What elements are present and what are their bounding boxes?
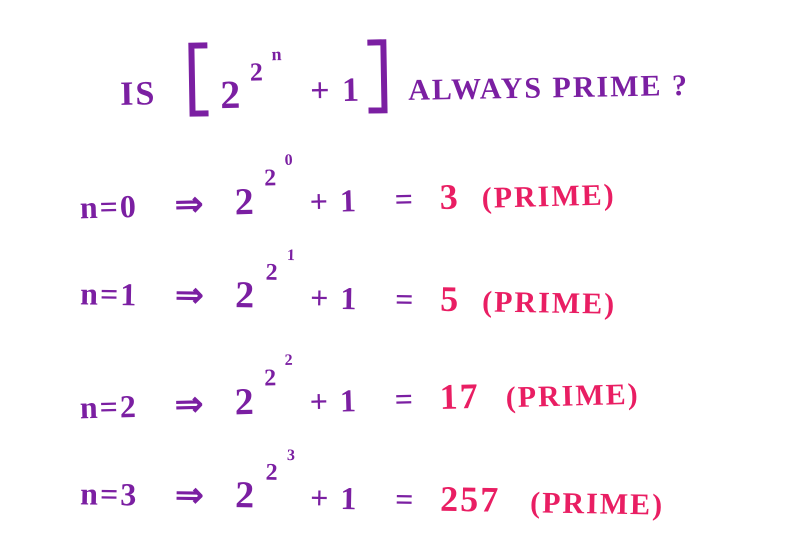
implies-arrow: ⇒ [174, 186, 205, 224]
power-expexp: 2 [284, 352, 294, 369]
title-is: IS [120, 75, 157, 113]
equals: = [394, 181, 415, 218]
power-expexp: 1 [287, 247, 297, 264]
title-exp: 2 [250, 57, 266, 86]
plus-one: + 1 [310, 279, 359, 316]
power-base: 2 [234, 381, 256, 424]
result-value: 17 [439, 376, 480, 417]
power-expexp: 3 [287, 447, 297, 464]
title-plus: + 1 [310, 72, 362, 110]
bracket-right [367, 42, 384, 110]
prime-tag: (PRIME) [482, 285, 617, 320]
title-row: IS 2 2 n + 1 ALWAYS PRIME ? [119, 37, 689, 119]
title-base: 2 [220, 72, 243, 117]
case-row: n=2⇒222+ 1=17(PRIME) [79, 343, 641, 428]
power-exp: 2 [265, 260, 279, 286]
prime-tag: (PRIME) [530, 486, 665, 521]
n-value: n=0 [79, 188, 138, 226]
rows-group: n=0⇒220+ 1=3(PRIME)n=1⇒221+ 1=5(PRIME)n=… [79, 143, 665, 523]
result-value: 3 [439, 176, 460, 217]
power-exp: 2 [265, 460, 279, 486]
result-value: 257 [440, 479, 501, 520]
power-expexp: 0 [284, 152, 294, 169]
title-expexp: n [271, 44, 283, 64]
title-tail: ALWAYS PRIME ? [408, 69, 689, 107]
equals: = [395, 481, 416, 517]
power-exp: 2 [264, 165, 279, 191]
equals: = [395, 281, 416, 317]
case-row: n=0⇒220+ 1=3(PRIME) [79, 143, 617, 227]
implies-arrow: ⇒ [175, 277, 206, 315]
power-exp: 2 [264, 365, 279, 391]
case-row: n=3⇒223+ 1=257(PRIME) [80, 443, 665, 523]
power-base: 2 [234, 181, 256, 224]
power-base: 2 [235, 274, 257, 316]
plus-one: + 1 [310, 479, 359, 516]
plus-one: + 1 [309, 182, 358, 219]
power-base: 2 [235, 474, 257, 516]
prime-tag: (PRIME) [505, 378, 640, 414]
prime-tag: (PRIME) [481, 178, 616, 214]
case-row: n=1⇒221+ 1=5(PRIME) [80, 243, 617, 322]
bracket-left [191, 45, 208, 113]
implies-arrow: ⇒ [175, 477, 206, 515]
n-value: n=2 [79, 388, 138, 426]
math-notes: IS 2 2 n + 1 ALWAYS PRIME ? n=0⇒220+ 1=3… [0, 0, 800, 541]
n-value: n=1 [80, 275, 139, 312]
equals: = [394, 381, 415, 418]
result-value: 5 [440, 279, 461, 319]
n-value: n=3 [80, 475, 139, 512]
plus-one: + 1 [309, 382, 358, 419]
implies-arrow: ⇒ [174, 386, 205, 424]
